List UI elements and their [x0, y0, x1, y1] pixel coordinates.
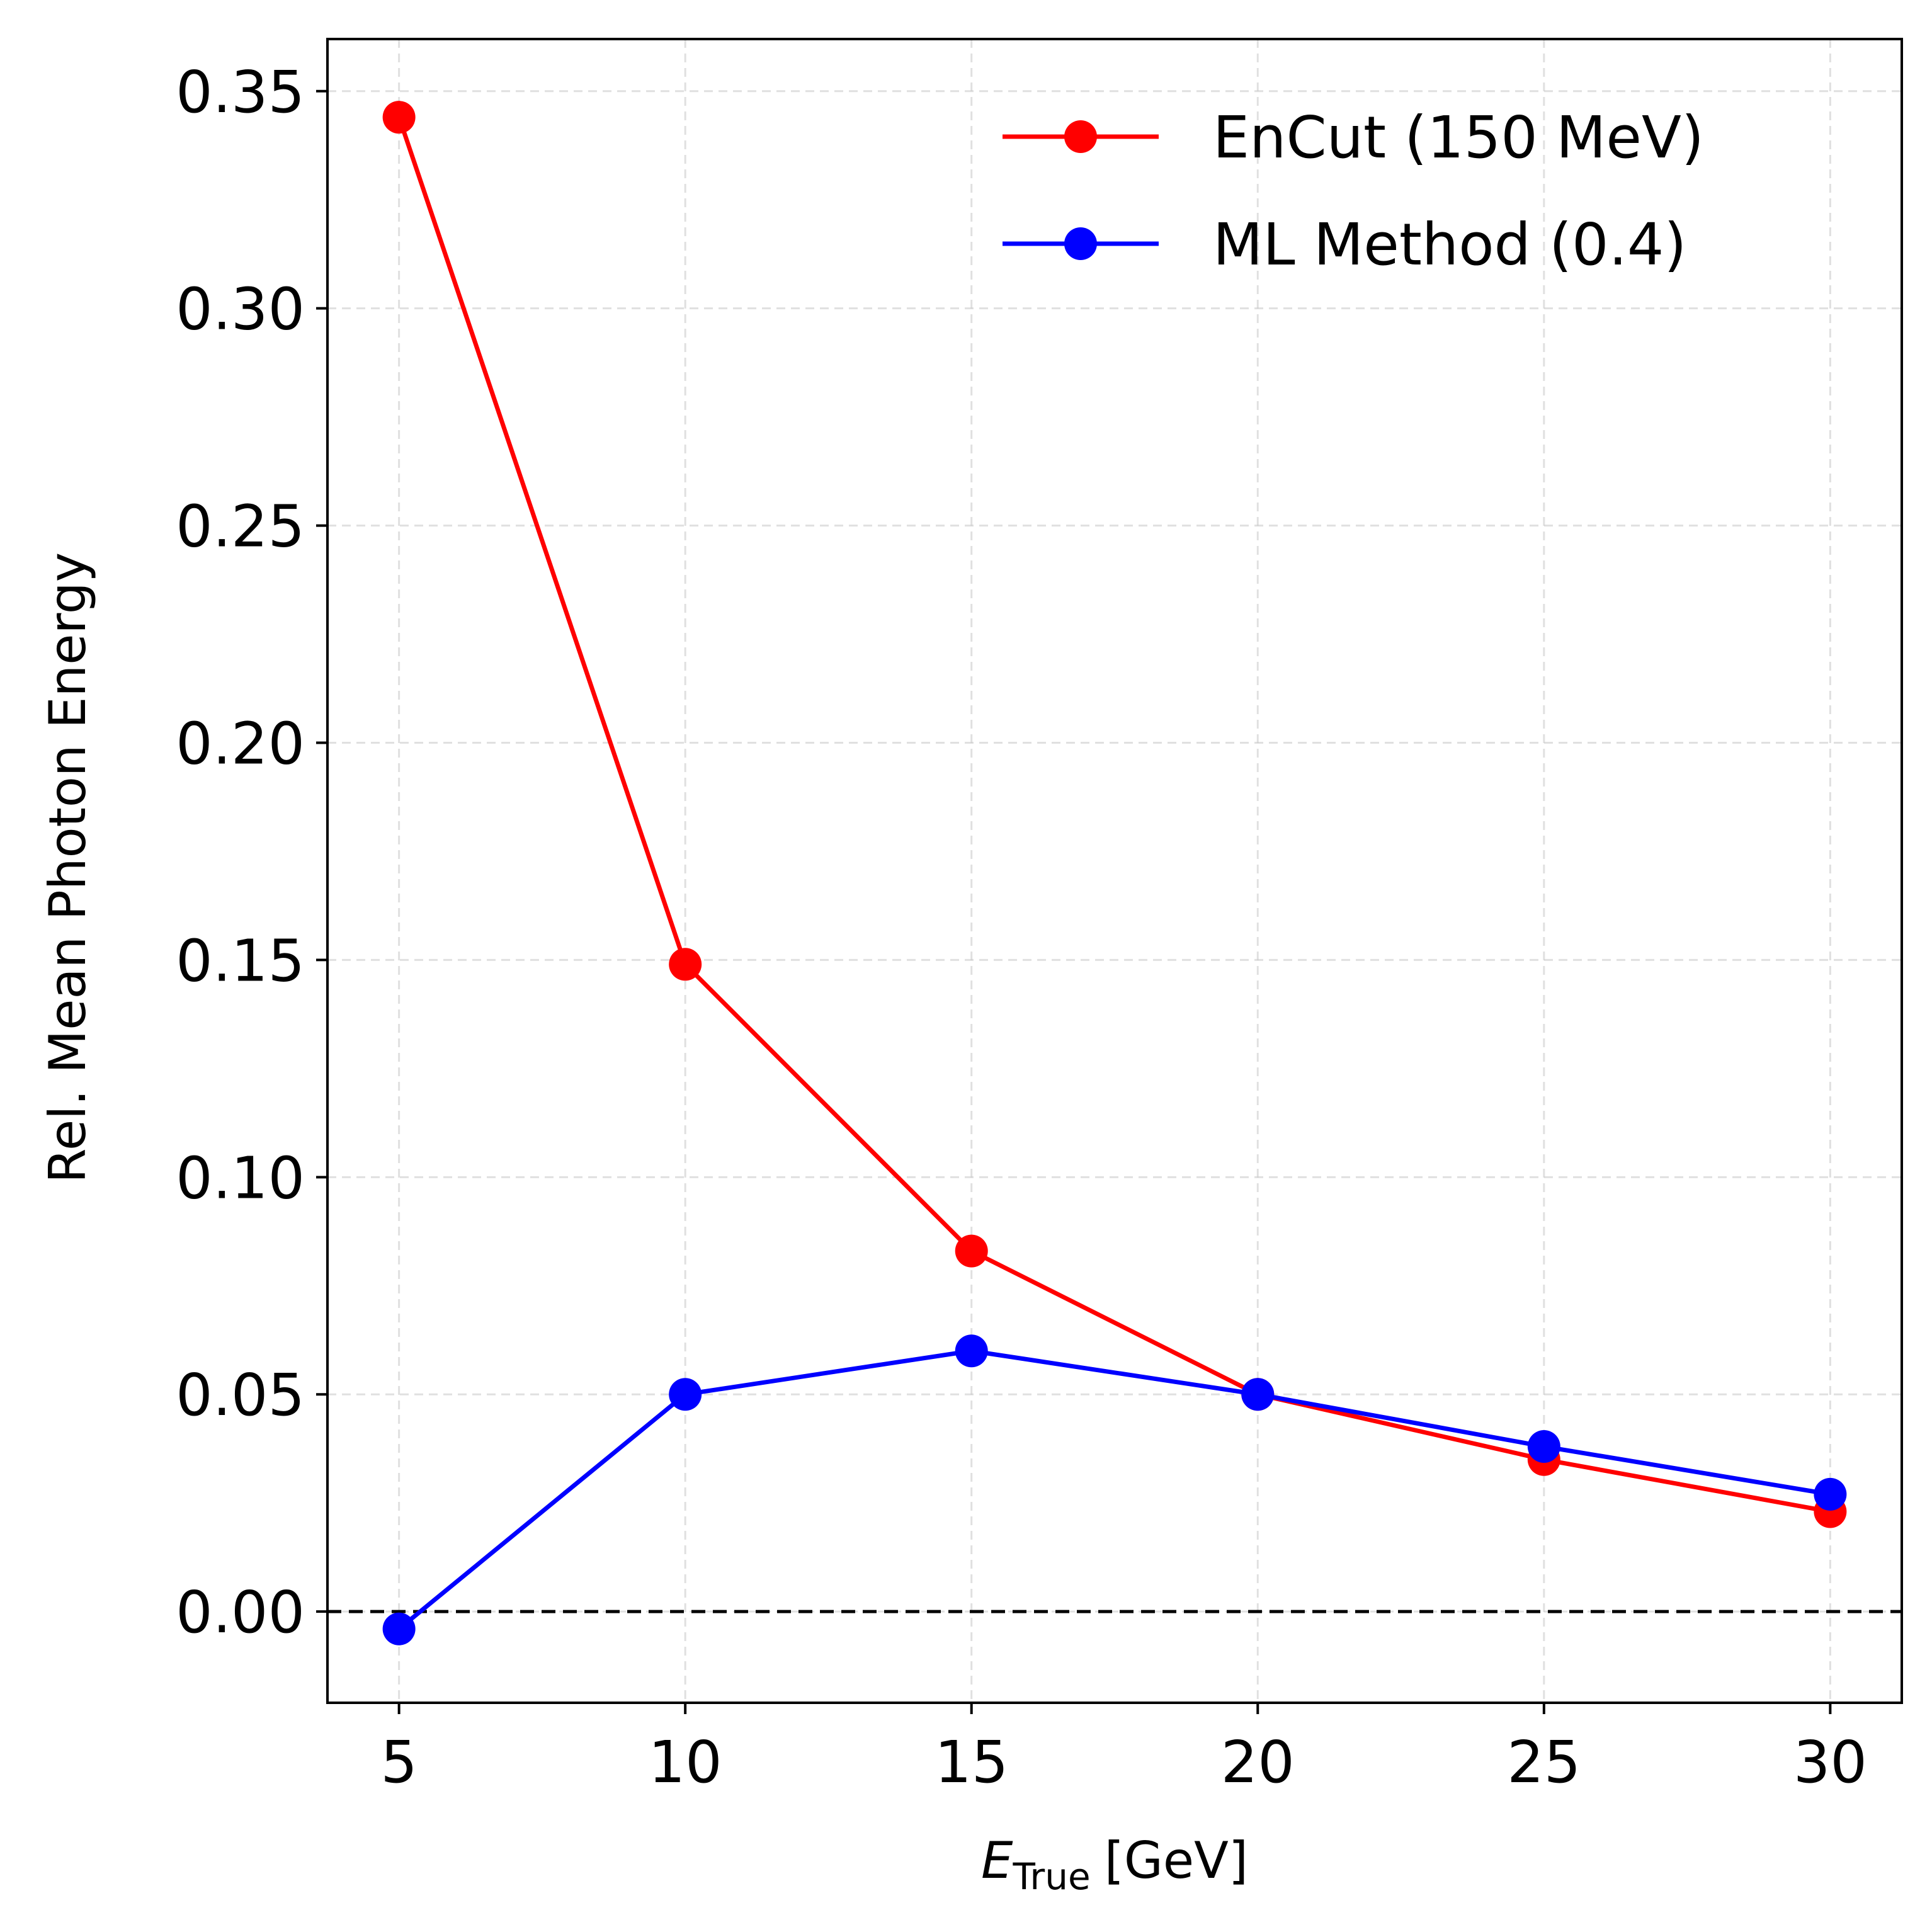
x-tick-label: 25	[1507, 1729, 1581, 1796]
data-point	[955, 1234, 988, 1268]
x-axis-title: ETrue [GeV]	[981, 1831, 1248, 1898]
x-axis-title-main: E	[981, 1831, 1013, 1890]
x-tick-label: 15	[935, 1729, 1008, 1796]
series-line	[397, 1348, 1831, 1631]
y-tick-label: 0.10	[176, 1144, 305, 1212]
x-axis-title-subscript: True	[1012, 1855, 1090, 1898]
legend: EnCut (150 MeV) ML Method (0.4)	[1003, 104, 1704, 278]
grid-layer	[327, 39, 1902, 1703]
x-tick-label: 20	[1221, 1729, 1295, 1796]
legend-entry: ML Method (0.4)	[1003, 211, 1686, 278]
data-point	[669, 948, 702, 981]
y-tick-label: 0.30	[176, 276, 305, 343]
legend-entry: EnCut (150 MeV)	[1003, 104, 1704, 171]
data-point	[382, 101, 416, 134]
y-tick-label: 0.05	[176, 1361, 305, 1429]
x-axis-title-unit: [GeV]	[1105, 1831, 1248, 1890]
legend-label: ML Method (0.4)	[1213, 211, 1686, 278]
data-point	[1814, 1477, 1847, 1511]
plot-frame	[326, 38, 1903, 1704]
series-layer	[382, 101, 1847, 1645]
y-tick-label: 0.20	[176, 710, 305, 778]
x-tick-label: 10	[649, 1729, 722, 1796]
data-point	[1527, 1430, 1560, 1463]
x-tick-label: 30	[1793, 1729, 1867, 1796]
axis-label-layer: Rel. Mean Photon Energy ETrue [GeV]	[38, 552, 1248, 1898]
data-point	[382, 1612, 416, 1645]
data-point	[1241, 1378, 1275, 1411]
y-tick-label: 0.15	[176, 927, 305, 994]
x-tick-label: 5	[380, 1729, 418, 1796]
data-point	[669, 1378, 702, 1411]
tick-layer: 5 10 15 20 25 30 0.00 0.05 0.10 0.15 0.20 0.25 0.30 0…	[176, 59, 1867, 1796]
legend-swatch-marker	[1064, 227, 1097, 260]
legend-label: EnCut (150 MeV)	[1213, 104, 1704, 171]
y-tick-label: 0.25	[176, 493, 305, 560]
series-ml-method	[382, 1334, 1847, 1645]
y-tick-label: 0.00	[176, 1579, 305, 1646]
legend-swatch-marker	[1064, 120, 1097, 153]
series-line	[397, 116, 1831, 1514]
y-tick-label: 0.35	[176, 59, 305, 126]
data-point	[955, 1334, 988, 1368]
y-axis-title: Rel. Mean Photon Energy	[38, 552, 97, 1183]
